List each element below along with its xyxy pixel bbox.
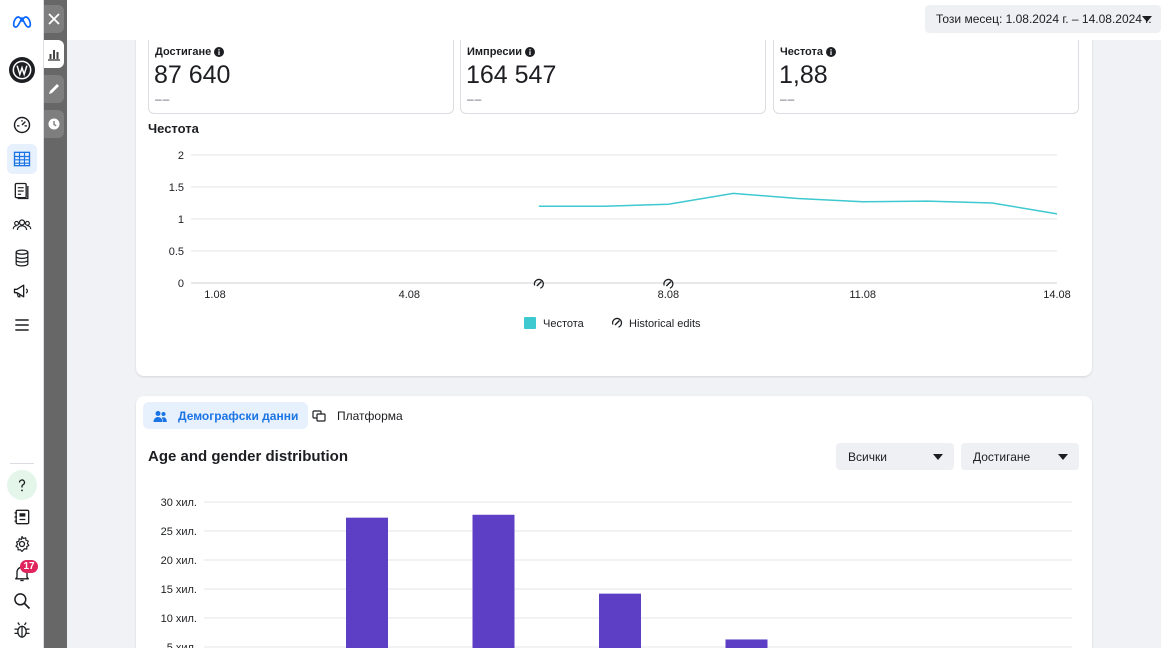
chart-icon[interactable] [44,40,64,68]
y-tick-label: 10 хил. [161,613,197,625]
legend-swatch [524,317,536,329]
historical-edit-marker [663,278,674,289]
marker-pencil [536,281,542,287]
bar-55-64 [725,639,768,648]
billing-icon[interactable] [7,243,37,273]
date-range-picker[interactable]: Този месец: 1.08.2024 г. – 14.08.2024 г. [925,5,1161,33]
metric-reach[interactable]: Достигане 87 640 –– [148,40,454,114]
history-icon[interactable] [44,110,64,138]
account-avatar-icon[interactable] [7,55,37,85]
dashboard-icon[interactable] [7,110,37,140]
ads-manager-table-icon[interactable] [7,144,37,174]
metric-label: Честота [780,46,824,58]
metric-label-wrap: Импресии [467,46,536,58]
date-range-label: Този месец: 1.08.2024 г. – 14.08.2024 г. [936,12,1152,26]
bug-report-icon[interactable] [7,615,37,645]
metric-impressions[interactable]: Импресии 164 547 –– [460,40,766,114]
marker-arc [533,278,544,289]
chevron-down-icon [1142,16,1152,22]
metric-value: 164 547 [466,61,557,89]
y-tick-label: 5 хил. [167,642,197,648]
notifications-badge: 17 [20,560,38,573]
all-tools-menu-icon[interactable] [7,310,37,340]
close-icon[interactable] [44,5,64,33]
bar-35-44 [472,514,515,648]
y-tick-label: 0 [178,278,184,290]
nav-divider [10,463,34,464]
pages-icon[interactable] [7,176,37,206]
y-tick-label: 1.5 [169,182,184,194]
x-tick-label: 1.08 [204,289,225,301]
frequency-line-chart: 0 0.5 1 1.5 2 1.08 4.08 8.08 11.08 14.08 Честота… [169,150,1071,330]
x-tick-label: 8.08 [658,289,679,301]
x-tick-label: 11.08 [849,289,876,301]
bar-45-54 [599,593,641,648]
edit-icon[interactable] [44,75,64,103]
info-icon[interactable] [214,47,225,57]
dropdown-label: Достигане [973,449,1031,464]
marker-arc [611,317,623,328]
metric-label-wrap: Честота [780,46,837,58]
chevron-down-icon [1058,454,1068,460]
x-tick-label: 14.08 [1043,289,1071,301]
y-tick-label: 25 хил. [161,526,197,538]
tab-demographics[interactable]: Демографски данни [143,402,309,429]
meta-logo-icon[interactable] [7,7,37,37]
side-panel [44,0,67,648]
marker-arc [663,278,674,289]
y-tick-label: 20 хил. [161,555,197,567]
tab-label: Платформа [337,408,403,423]
bar-25-34 [346,517,388,648]
settings-icon[interactable] [7,529,37,559]
help-icon[interactable] [7,470,37,500]
search-icon[interactable] [7,586,37,616]
frequency-series-line[interactable] [538,192,1058,215]
campaigns-icon[interactable] [7,276,37,306]
y-tick-label: 0.5 [169,246,184,258]
legend-label: Historical edits [629,318,701,330]
chevron-down-icon [933,454,943,460]
y-tick-label: 15 хил. [161,584,197,596]
tab-platform[interactable]: Платформа [302,402,413,429]
metric-label-wrap: Достигане [155,46,225,58]
tab-label: Демографски данни [178,408,299,423]
metric-delta: –– [155,92,171,106]
y-tick-label: 30 хил. [161,497,197,509]
notes-icon[interactable] [7,502,37,532]
x-tick-label: 4.08 [399,289,420,301]
metric-label: Достигане [155,46,212,58]
metric-delta: –– [780,92,796,106]
y-tick-label: 2 [178,150,184,162]
info-icon[interactable] [826,47,837,57]
age-gender-title: Age and gender distribution [148,448,349,465]
frequency-section-title: Честота [148,121,199,136]
metric-value: 87 640 [154,61,231,89]
y-tick-label: 1 [178,214,184,226]
dropdown-label: Всички [848,449,887,464]
left-navigation: 17 [0,0,44,648]
marker-pencil [614,320,620,326]
info-icon[interactable] [525,47,536,57]
age-gender-bar-chart: 5 хил. 10 хил. 15 хил. 20 хил. 25 хил. 30 хил… [161,497,1072,648]
filter-all-dropdown[interactable]: Всички [836,443,954,470]
people-icon [153,410,167,422]
historical-edit-marker [611,317,623,328]
metric-delta: –– [467,92,483,106]
marker-pencil [665,281,672,287]
historical-edit-marker [533,278,544,289]
metric-label: Импресии [467,46,523,58]
metric-value: 1,88 [779,61,828,89]
platform-icon [312,409,326,422]
metric-frequency[interactable]: Честота 1,88 –– [773,40,1079,114]
audiences-icon[interactable] [7,210,37,240]
legend-label: Честота [543,318,585,330]
metric-dropdown[interactable]: Достигане [961,443,1079,470]
